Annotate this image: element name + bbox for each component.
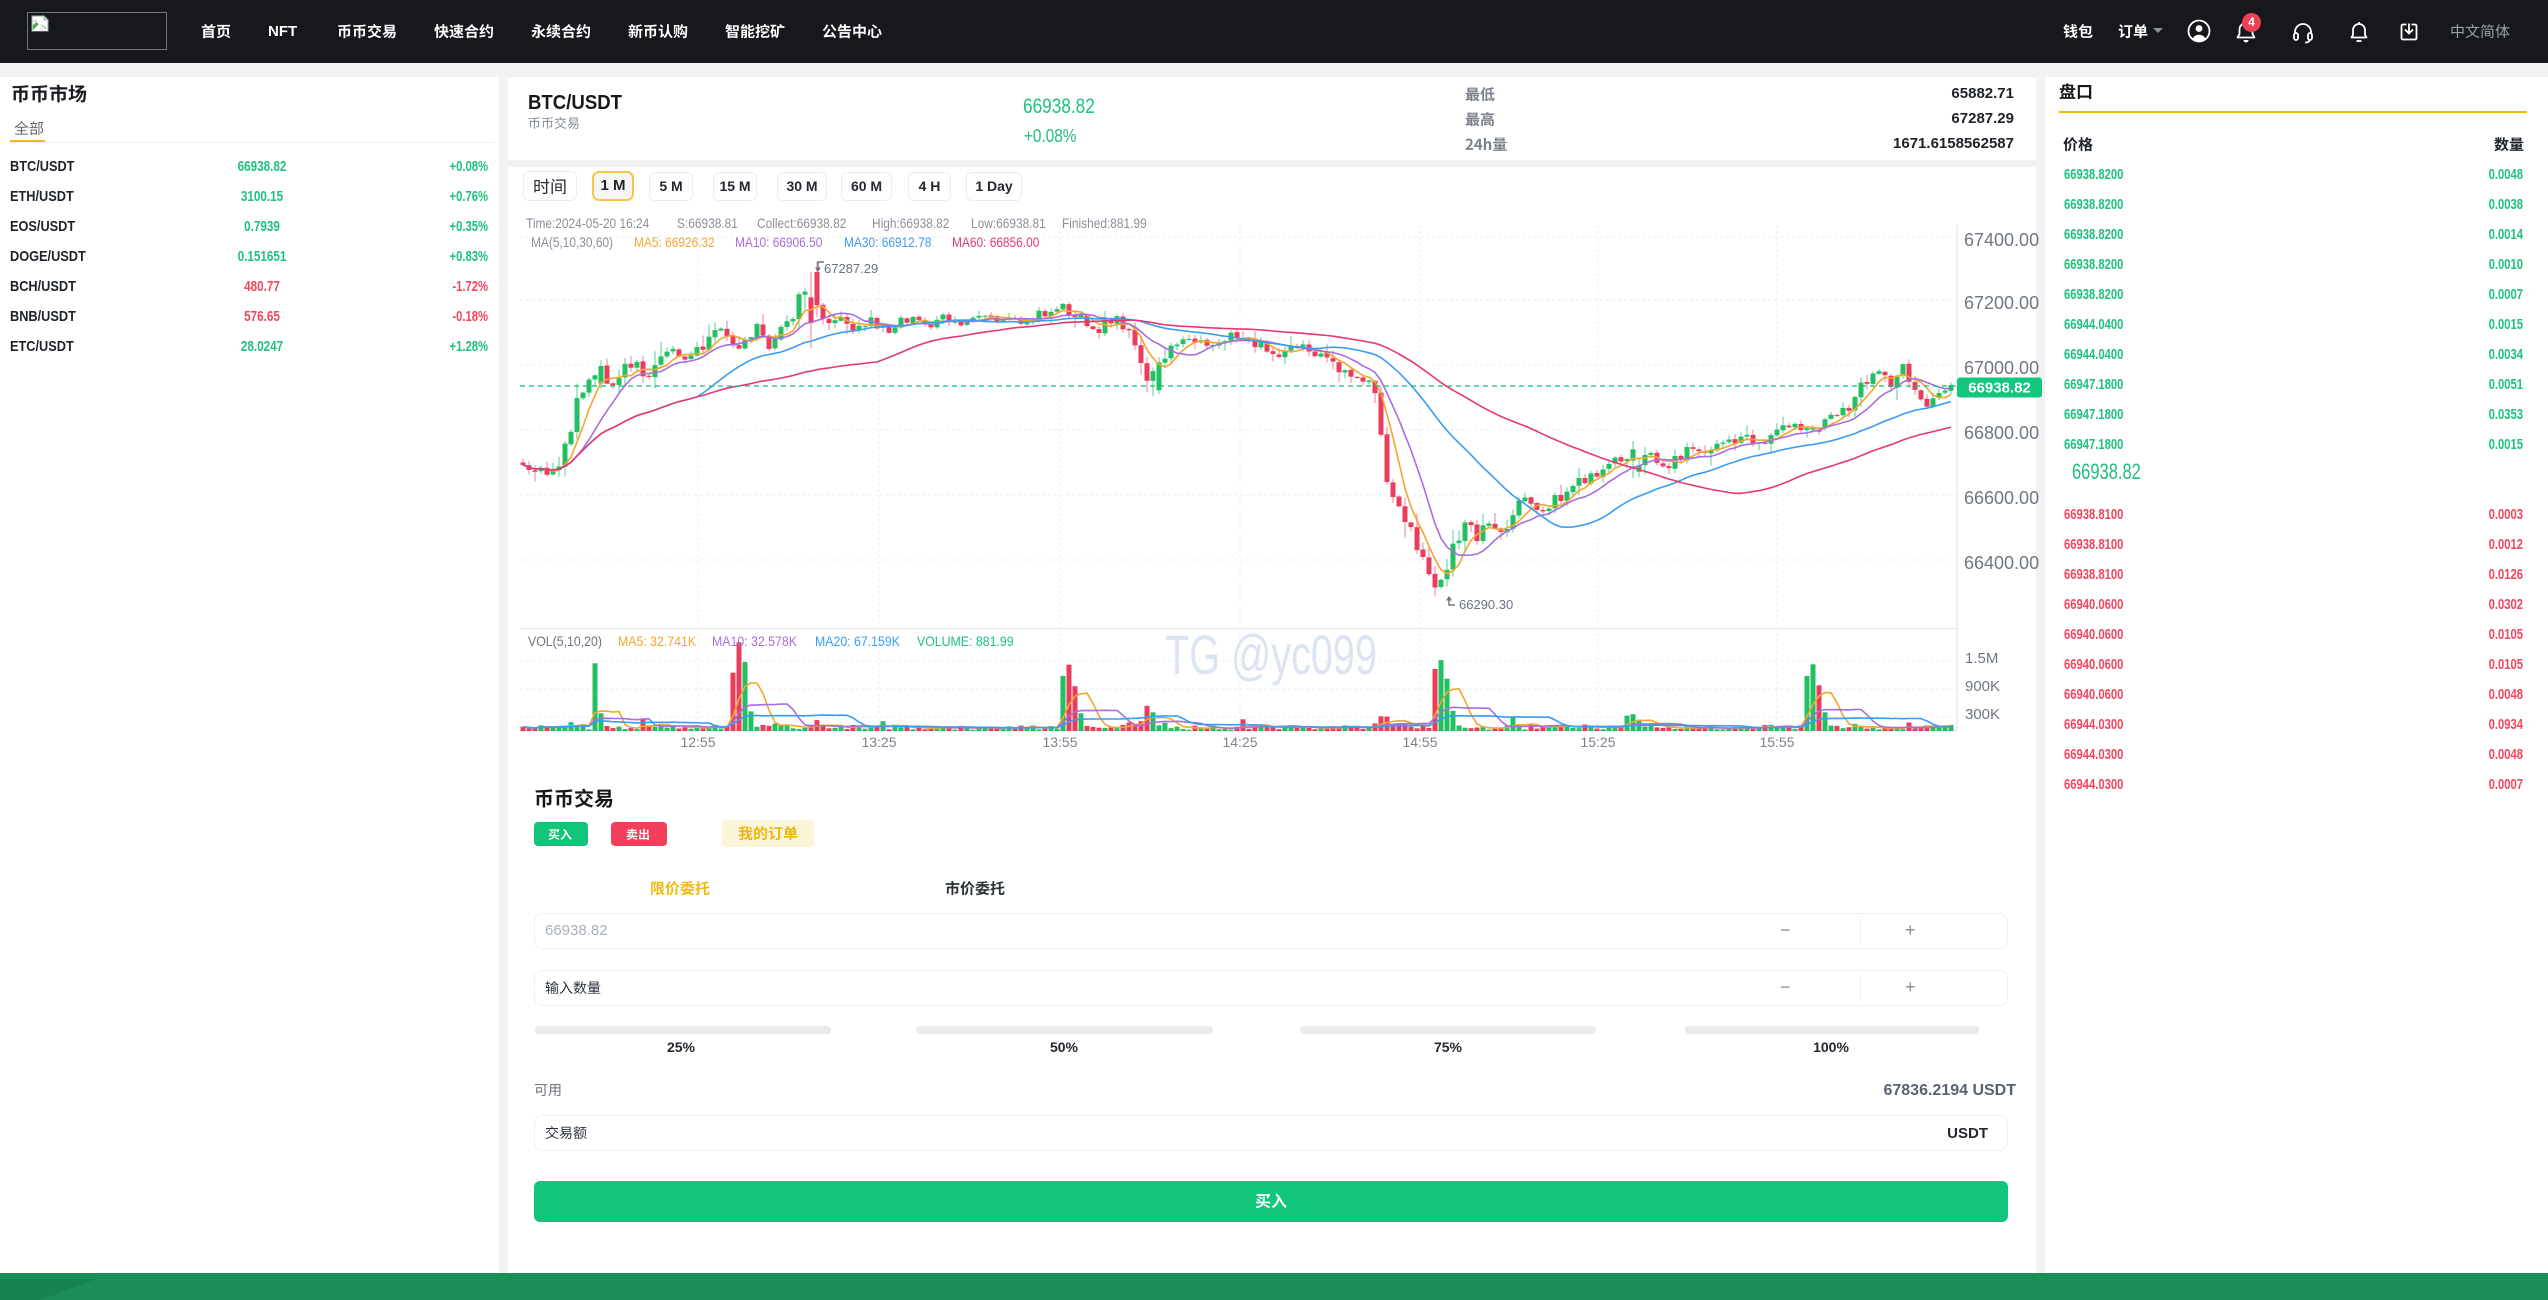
svg-text:66290.30: 66290.30 <box>1459 597 1513 612</box>
svg-text:67200.00: 67200.00 <box>1964 293 2039 313</box>
svg-text:900K: 900K <box>1965 678 2000 695</box>
svg-text:12:55: 12:55 <box>680 734 715 750</box>
svg-text:15:55: 15:55 <box>1759 734 1794 750</box>
svg-text:14:25: 14:25 <box>1222 734 1257 750</box>
svg-text:66800.00: 66800.00 <box>1964 423 2039 443</box>
svg-text:15:25: 15:25 <box>1580 734 1615 750</box>
svg-text:13:55: 13:55 <box>1042 734 1077 750</box>
svg-text:67000.00: 67000.00 <box>1964 358 2039 378</box>
svg-text:66600.00: 66600.00 <box>1964 488 2039 508</box>
svg-text:14:55: 14:55 <box>1402 734 1437 750</box>
svg-text:1.5M: 1.5M <box>1965 650 1998 667</box>
svg-text:TG @yc099: TG @yc099 <box>1165 623 1377 686</box>
svg-text:13:25: 13:25 <box>861 734 896 750</box>
svg-text:67287.29: 67287.29 <box>824 261 878 276</box>
svg-text:66938.82: 66938.82 <box>1968 380 2031 397</box>
svg-text:66400.00: 66400.00 <box>1964 553 2039 573</box>
svg-text:300K: 300K <box>1965 706 2000 723</box>
svg-text:67400.00: 67400.00 <box>1964 230 2039 250</box>
